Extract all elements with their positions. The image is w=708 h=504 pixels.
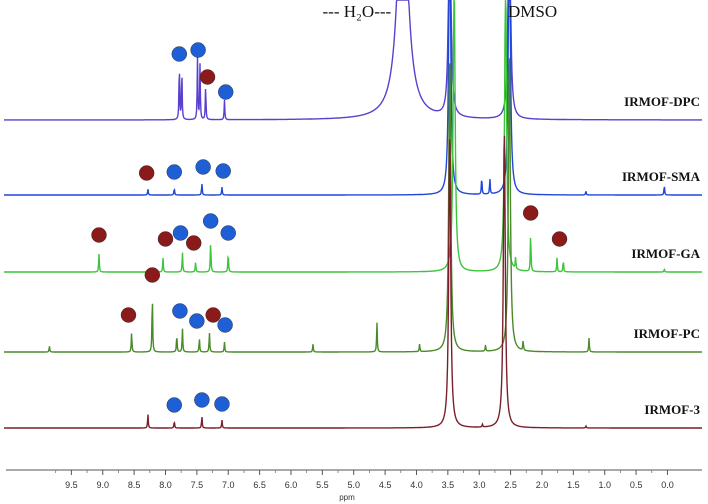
- series-label: IRMOF-3: [644, 402, 700, 417]
- x-tick-label: 0.0: [661, 480, 674, 490]
- peak-marker-blue: [194, 392, 210, 408]
- peak-marker-blue: [215, 163, 231, 179]
- spectrum-irmof-ga: [4, 0, 702, 273]
- x-tick-label: 3.0: [473, 480, 486, 490]
- peak-marker-blue: [172, 225, 189, 241]
- peak-marker-blue: [214, 396, 230, 412]
- peak-marker-red: [522, 205, 539, 221]
- peak-marker-blue: [172, 303, 188, 319]
- x-tick-label: 7.0: [222, 480, 235, 490]
- peak-marker-red: [157, 231, 174, 247]
- x-tick-label: 2.5: [504, 480, 517, 490]
- x-ticks-group: 9.5 9.0 8.5 8.0 7.5 7.0 6.5 6.0 5.5 5.0 4.5 4.0 3.5 3…: [55, 470, 674, 490]
- peak-marker-red: [91, 227, 107, 243]
- x-tick-label: 7.5: [191, 480, 204, 490]
- x-tick-label: 1.0: [598, 480, 611, 490]
- x-tick-label: 9.5: [65, 480, 78, 490]
- annotation-dmso: DMSO: [508, 2, 557, 21]
- x-tick-label: 6.0: [285, 480, 298, 490]
- spectrum-irmof-pc: [4, 58, 702, 353]
- x-tick-label: 5.0: [347, 480, 360, 490]
- peak-marker-red: [138, 165, 155, 181]
- peak-marker-red: [144, 267, 161, 283]
- peak-marker-red: [205, 307, 221, 323]
- x-tick-label: 0.5: [630, 480, 643, 490]
- peak-marker-red: [186, 235, 202, 251]
- x-axis: 9.5 9.0 8.5 8.0 7.5 7.0 6.5 6.0 5.5 5.0 4.5 4.0 3.5 3…: [6, 469, 702, 502]
- series-label: IRMOF-DPC: [624, 94, 700, 109]
- peak-marker-red: [199, 69, 216, 85]
- annotations-group: --- H₂O--- DMSO: [323, 2, 558, 21]
- peak-marker-blue: [220, 225, 236, 241]
- peak-marker-blue: [202, 213, 219, 229]
- series-label: IRMOF-PC: [634, 326, 700, 341]
- x-tick-label: 9.0: [96, 480, 109, 490]
- x-tick-label: 4.0: [410, 480, 423, 490]
- x-tick-label: 6.5: [253, 480, 266, 490]
- peak-marker-blue: [218, 84, 234, 100]
- spectra-group: [4, 0, 702, 429]
- spectrum-irmof-sma: [4, 0, 702, 196]
- peak-marker-red: [120, 307, 137, 323]
- peak-marker-blue: [166, 164, 182, 180]
- spectrum-irmof-3: [4, 135, 702, 429]
- x-axis-title: ppm: [339, 493, 355, 502]
- peak-marker-blue: [189, 313, 205, 329]
- peak-marker-red: [551, 231, 568, 247]
- x-tick-label: 1.5: [567, 480, 580, 490]
- peak-marker-blue: [166, 397, 182, 413]
- peak-marker-blue: [217, 317, 233, 333]
- x-tick-label: 8.0: [159, 480, 172, 490]
- x-tick-label: 3.5: [442, 480, 455, 490]
- peak-marker-blue: [171, 46, 187, 62]
- x-tick-label: 5.5: [316, 480, 329, 490]
- series-labels-group: IRMOF-DPC IRMOF-SMA IRMOF-GA IRMOF-PC IRMOF-…: [622, 94, 701, 417]
- spectrum-irmof-dpc: [4, 0, 702, 121]
- peak-marker-blue: [195, 159, 211, 175]
- annotation-water: --- H₂O---: [323, 2, 392, 21]
- markers-group: [91, 42, 568, 413]
- x-tick-label: 4.5: [379, 480, 392, 490]
- peak-marker-blue: [190, 42, 206, 58]
- x-tick-label: 8.5: [128, 480, 141, 490]
- series-label: IRMOF-SMA: [622, 169, 701, 184]
- series-label: IRMOF-GA: [631, 246, 700, 261]
- x-tick-label: 2.0: [536, 480, 549, 490]
